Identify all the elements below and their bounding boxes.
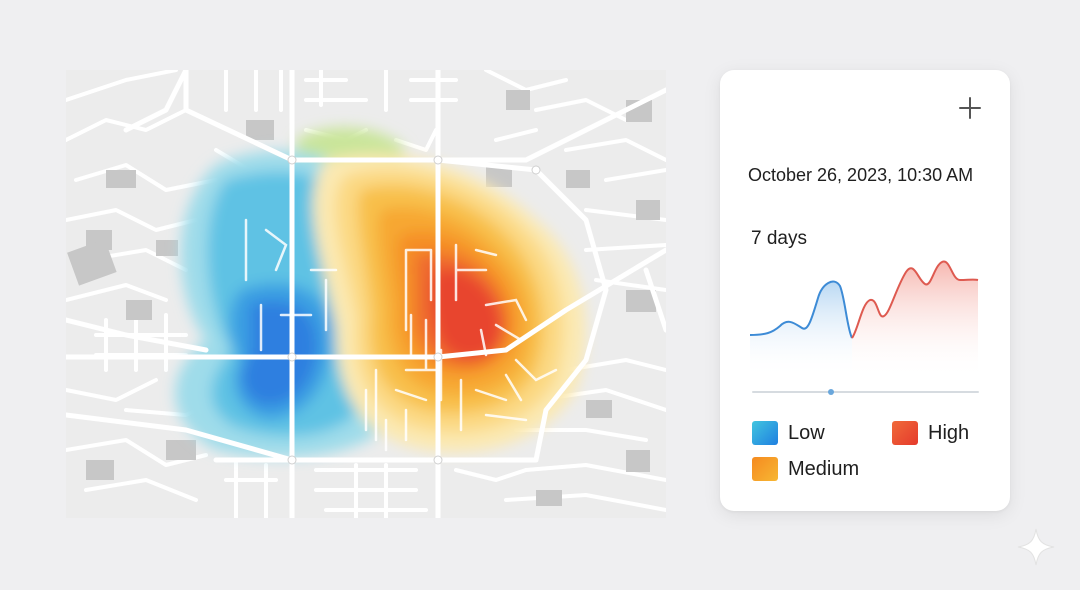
timestamp: October 26, 2023, 10:30 AM	[748, 165, 974, 185]
heat-hot-2	[431, 269, 502, 359]
trend-sparkline	[750, 260, 979, 378]
legend-low-label: Low	[788, 421, 825, 444]
slider-track	[752, 391, 979, 393]
legend-high-swatch	[892, 421, 918, 445]
legend-low-swatch	[752, 421, 778, 445]
legend-high-label: High	[928, 421, 970, 444]
time-slider[interactable]	[752, 386, 979, 398]
road-nodes	[287, 155, 541, 465]
info-panel: October 26, 2023, 10:30 AM 7 days Low Hi…	[720, 70, 1010, 511]
sparkline-low-area	[750, 281, 852, 378]
time-range-label: 7 days	[751, 228, 807, 249]
sparkle-icon	[1017, 528, 1055, 566]
slider-thumb[interactable]	[828, 389, 835, 395]
map-canvas	[66, 70, 666, 518]
heatmap-map[interactable]	[66, 70, 666, 518]
legend-medium: Medium	[752, 457, 859, 481]
legend-medium-label: Medium	[788, 457, 860, 480]
sparkline-low-line	[750, 280, 853, 339]
sparkline-high-area	[852, 261, 978, 378]
heat-area-streets	[244, 218, 558, 452]
plus-icon	[959, 97, 981, 119]
buildings	[67, 90, 660, 506]
legend-low: Low	[752, 421, 825, 445]
legend-high: High	[892, 421, 969, 445]
add-button[interactable]	[954, 92, 986, 124]
sparkline-high-line	[851, 260, 979, 339]
major-roads	[66, 70, 666, 518]
legend-medium-swatch	[752, 457, 778, 481]
